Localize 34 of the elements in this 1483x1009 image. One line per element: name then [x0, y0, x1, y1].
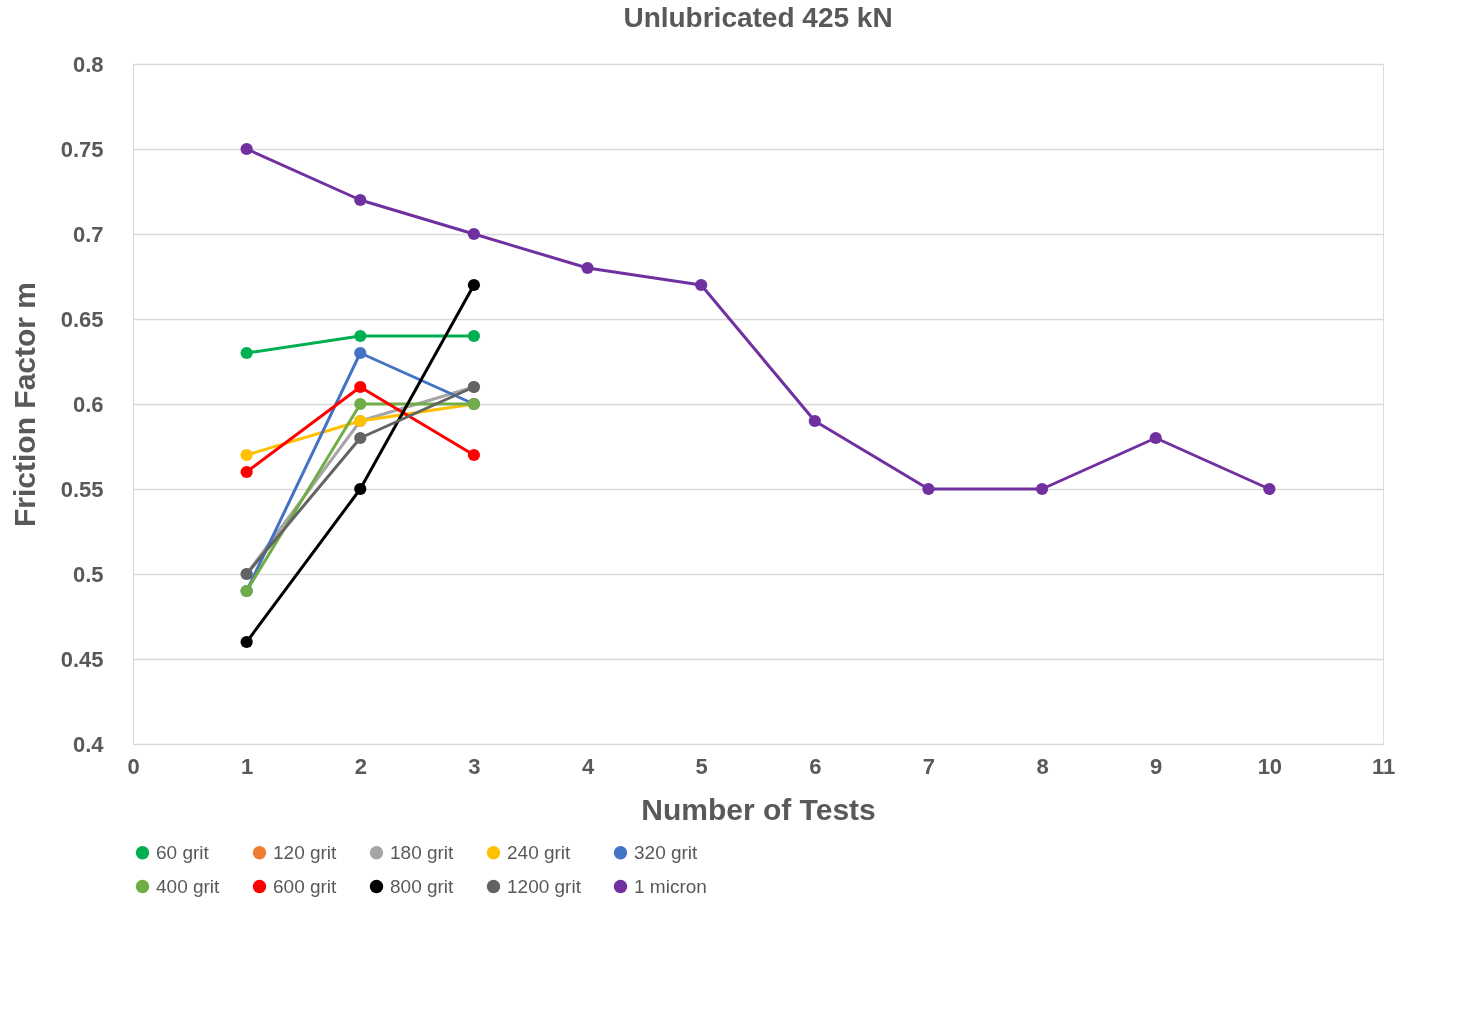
y-tick-label: 0.8	[72, 51, 104, 77]
x-tick-label: 0	[127, 753, 140, 779]
y-tick-label: 0.45	[60, 646, 104, 672]
legend-label: 1200 grit	[507, 875, 582, 897]
legend-label: 320 grit	[634, 841, 699, 863]
x-tick-label: 2	[354, 753, 367, 779]
chart-title: Unlubricated 425 kN	[623, 2, 893, 33]
x-tick-label: 3	[468, 753, 481, 779]
x-tick-label: 4	[581, 753, 595, 779]
x-tick-label: 1	[241, 753, 254, 779]
x-tick-label: 10	[1257, 753, 1283, 779]
x-tick-label: 11	[1371, 753, 1396, 779]
y-tick-label: 0.5	[72, 561, 104, 587]
legend-label: 120 grit	[273, 841, 338, 863]
legend-label: 1 micron	[634, 875, 707, 897]
legend-label: 180 grit	[390, 841, 455, 863]
y-tick-label: 0.55	[60, 476, 104, 502]
x-tick-label: 7	[922, 753, 936, 779]
x-tick-label: 6	[809, 753, 822, 779]
y-tick-label: 0.6	[72, 391, 104, 417]
legend-label: 60 grit	[156, 841, 210, 863]
y-axis-title: Friction Factor m	[7, 281, 41, 528]
legend-label: 600 grit	[273, 875, 338, 897]
y-tick-label: 0.7	[72, 221, 104, 247]
legend-label: 240 grit	[507, 841, 572, 863]
legend-label: 400 grit	[156, 875, 221, 897]
x-axis-title: Number of Tests	[641, 792, 876, 826]
y-tick-label: 0.4	[72, 731, 105, 757]
x-tick-label: 9	[1150, 753, 1163, 779]
y-tick-label: 0.75	[60, 136, 104, 162]
y-tick-label: 0.65	[60, 306, 104, 332]
x-tick-label: 5	[695, 753, 708, 779]
x-tick-label: 8	[1036, 753, 1049, 779]
legend-label: 800 grit	[390, 875, 455, 897]
